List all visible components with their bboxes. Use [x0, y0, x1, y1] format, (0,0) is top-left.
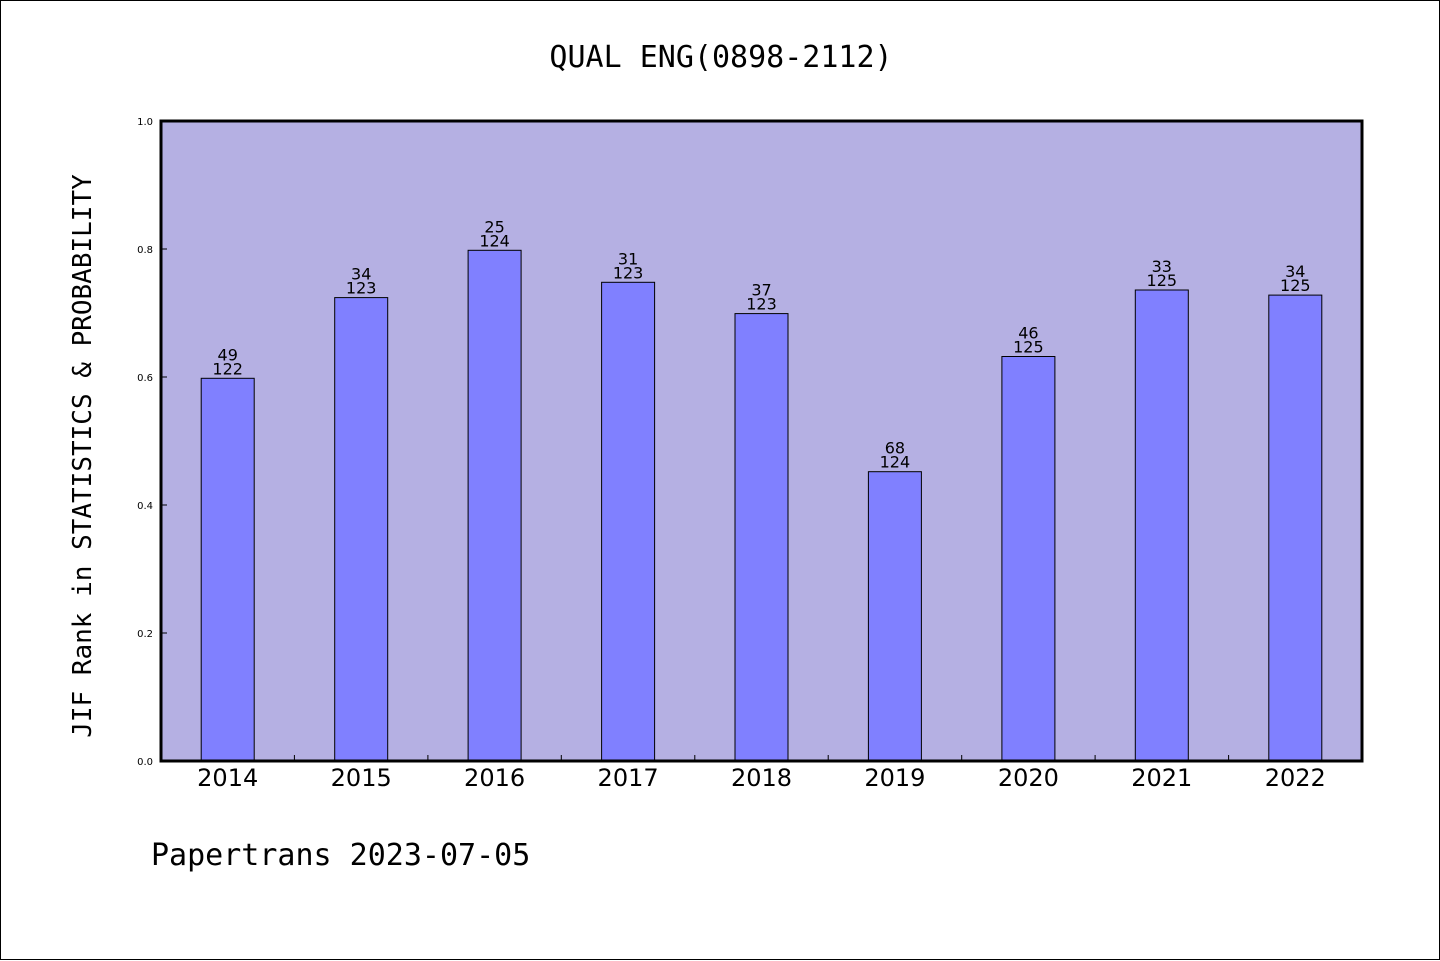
bar-2019 [867, 471, 922, 762]
bar-label-total-2014: 122 [212, 359, 243, 378]
x-tick-label-2014: 2014 [197, 764, 258, 792]
bar-label-rank-2017: 31 [618, 249, 638, 268]
bar-label-total-2022: 125 [1280, 276, 1311, 295]
bar-2014 [200, 377, 255, 762]
bar-2021 [1134, 289, 1189, 762]
bar-label-rank-2022: 34 [1285, 262, 1305, 281]
footer-text: Papertrans 2023-07-05 [151, 838, 530, 873]
x-tick-label-2022: 2022 [1265, 764, 1326, 792]
bar-2020 [1001, 356, 1056, 762]
bar-2022 [1268, 294, 1323, 762]
bar-label-rank-2014: 49 [218, 345, 238, 364]
y-tick-label-1.0: 1.0 [137, 117, 153, 128]
x-tick-label-2017: 2017 [598, 764, 659, 792]
bar-label-rank-2020: 46 [1018, 324, 1038, 343]
bar-label-rank-2021: 33 [1152, 257, 1172, 276]
bar-label-total-2020: 125 [1013, 338, 1044, 357]
bar-label-total-2015: 123 [346, 279, 377, 298]
bar-label-total-2018: 123 [746, 295, 777, 314]
bar-2016 [467, 249, 522, 762]
bar-2018 [734, 313, 789, 762]
bar-2017 [601, 281, 656, 762]
x-tick-label-2018: 2018 [731, 764, 792, 792]
y-tick-label-0.4: 0.4 [137, 501, 153, 512]
bar-label-rank-2019: 68 [885, 439, 905, 458]
y-tick-label-0.2: 0.2 [137, 629, 153, 640]
x-tick-label-2021: 2021 [1131, 764, 1192, 792]
x-tick-label-2015: 2015 [331, 764, 392, 792]
bar-label-rank-2016: 25 [484, 217, 504, 236]
bar-2015 [334, 297, 389, 762]
bar-label-total-2019: 124 [880, 453, 911, 472]
bar-label-rank-2015: 34 [351, 265, 371, 284]
bar-label-rank-2018: 37 [751, 281, 771, 300]
bar-label-total-2021: 125 [1147, 271, 1178, 290]
y-tick-label-0.0: 0.0 [137, 757, 153, 768]
x-tick-label-2016: 2016 [464, 764, 525, 792]
x-tick-label-2020: 2020 [998, 764, 1059, 792]
y-tick-label-0.6: 0.6 [137, 373, 153, 384]
y-tick-label-0.8: 0.8 [137, 245, 153, 256]
bar-label-total-2016: 124 [479, 231, 510, 250]
chart-title: QUAL ENG(0898-2112) [549, 40, 892, 75]
x-tick-label-2019: 2019 [864, 764, 925, 792]
bar-label-total-2017: 123 [613, 263, 644, 282]
y-axis-label: JIF Rank in STATISTICS & PROBABILITY [68, 174, 98, 738]
plot-border [159, 119, 1364, 763]
